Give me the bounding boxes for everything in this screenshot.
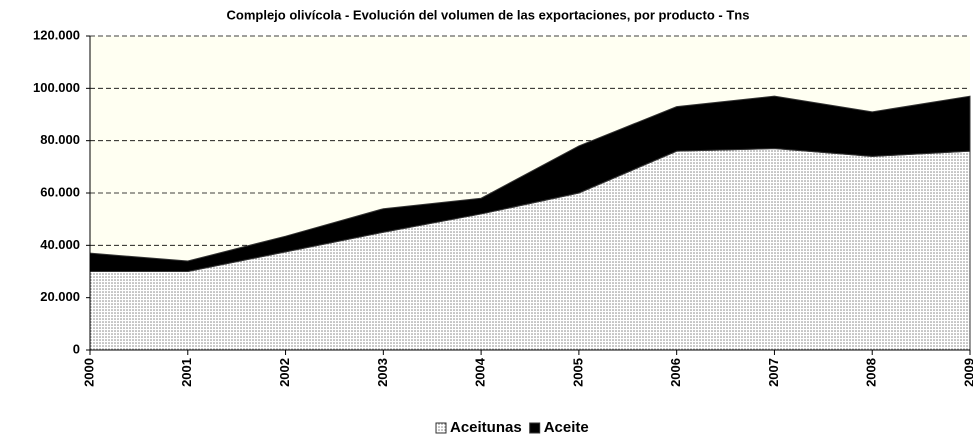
x-tick-label: 2000 — [81, 358, 96, 387]
x-tick-label: 2002 — [277, 358, 292, 387]
y-tick-label: 40.000 — [40, 237, 80, 252]
x-tick-label: 2001 — [179, 358, 194, 387]
legend-swatch — [529, 422, 541, 434]
y-tick-label: 100.000 — [33, 80, 80, 95]
x-tick-label: 2007 — [766, 358, 781, 387]
x-tick-label: 2005 — [570, 358, 585, 387]
x-tick-label: 2004 — [473, 357, 488, 387]
legend-swatch — [435, 422, 447, 434]
legend-label: Aceite — [544, 419, 589, 436]
chart-title: Complejo olivícola - Evolución del volum… — [227, 7, 750, 22]
y-tick-label: 0 — [73, 341, 80, 356]
x-tick-label: 2003 — [375, 358, 390, 387]
y-tick-label: 80.000 — [40, 132, 80, 147]
y-tick-label: 60.000 — [40, 184, 80, 199]
legend-label: Aceitunas — [450, 419, 522, 436]
x-tick-label: 2009 — [961, 358, 973, 387]
y-tick-label: 120.000 — [33, 27, 80, 42]
x-tick-label: 2006 — [668, 358, 683, 387]
area — [89, 95, 971, 272]
y-tick-label: 20.000 — [40, 289, 80, 304]
x-tick-label: 2008 — [864, 358, 879, 387]
